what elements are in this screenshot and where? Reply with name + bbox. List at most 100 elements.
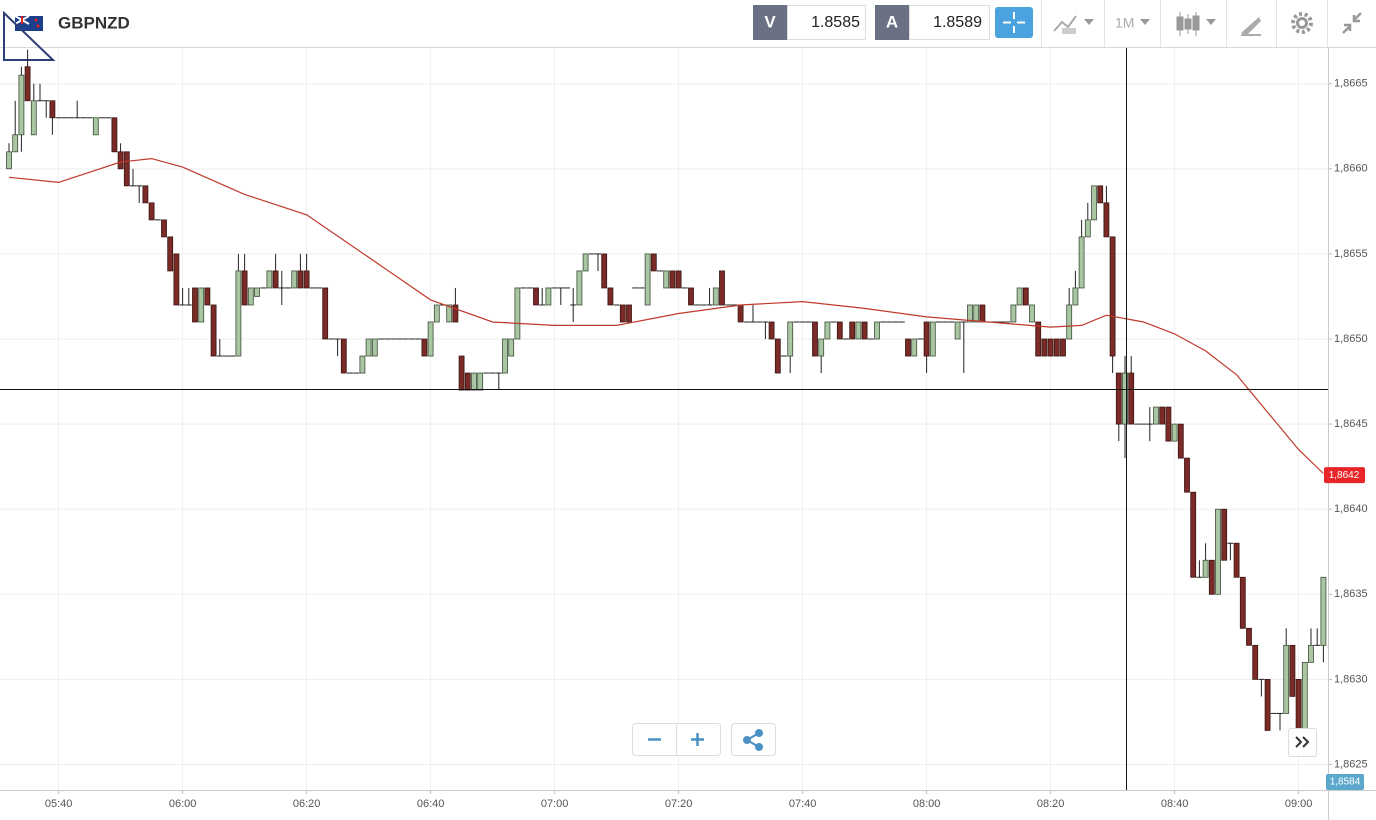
candle-body (675, 270, 682, 289)
candle-body (365, 338, 372, 357)
y-tick-label: 1,8665 (1334, 78, 1368, 90)
y-tick-label: 1,8645 (1334, 418, 1368, 430)
candle-body (204, 287, 211, 306)
ask-button[interactable] (875, 5, 909, 40)
candle-body (433, 304, 440, 323)
drawing-tools-button[interactable] (1241, 17, 1261, 36)
candle-body (619, 304, 626, 323)
candle-body (1252, 644, 1259, 680)
candle-body (582, 253, 589, 272)
candle-body (1283, 644, 1290, 714)
candle-body (297, 270, 304, 289)
candle-body (954, 321, 961, 340)
candle-body (371, 338, 378, 357)
candle-body (768, 321, 775, 340)
x-tick-label: 09:00 (1285, 798, 1313, 810)
ask-box[interactable] (909, 5, 990, 40)
x-tick-label: 07:20 (665, 798, 693, 810)
candle-body (533, 287, 539, 306)
candle-body (1029, 304, 1035, 323)
candle-body (545, 287, 552, 306)
candle-body (49, 100, 56, 119)
candle-body (818, 338, 825, 357)
share-button[interactable] (731, 723, 776, 756)
zoom-in-button[interactable] (691, 733, 704, 746)
candle-body (1184, 457, 1190, 493)
candle-body (1165, 406, 1172, 442)
candle-body (24, 66, 31, 102)
ask-label: A (886, 12, 898, 31)
candle-body (117, 151, 124, 170)
candle-body (1103, 202, 1110, 238)
collapse-button[interactable] (1342, 12, 1362, 34)
candle-body (849, 321, 856, 340)
candle-body (210, 304, 217, 357)
candle-body (601, 253, 608, 289)
candle-body (247, 287, 254, 306)
candle-body (737, 304, 744, 323)
candle-body (6, 151, 12, 170)
candle-body (1035, 321, 1042, 357)
candle-body (663, 270, 670, 289)
chart-type-button[interactable] (1176, 12, 1216, 36)
candle-body (1122, 372, 1128, 425)
candle-body (142, 185, 149, 204)
candle-body (1208, 559, 1215, 595)
settings-button[interactable] (1291, 12, 1313, 34)
candle-body (1246, 627, 1252, 646)
x-tick-label: 06:20 (293, 798, 321, 810)
candle-body (272, 270, 279, 289)
x-tick-label: 08:00 (913, 798, 941, 810)
y-tick-label: 1,8630 (1334, 673, 1368, 685)
zoom-controls (632, 723, 776, 756)
candle-body (1084, 219, 1091, 238)
candle-body (905, 338, 911, 357)
x-tick-label: 06:40 (417, 798, 445, 810)
candle-body (1233, 542, 1240, 578)
candle-body (92, 117, 99, 136)
candle-body (235, 270, 242, 357)
candle-body (1171, 423, 1178, 442)
timeframe-button[interactable]: 1M (1115, 15, 1150, 31)
candle-body (1041, 338, 1048, 357)
candle-body (787, 321, 794, 357)
indicator-button[interactable] (1053, 15, 1094, 34)
candle-body (340, 338, 347, 374)
header-bar (0, 0, 1376, 47)
candle-body (1010, 304, 1017, 323)
scroll-latest-button[interactable] (1288, 728, 1317, 757)
candle-body (1078, 236, 1085, 289)
candle-body (967, 304, 973, 323)
candle-body (861, 321, 868, 340)
candle-body (1066, 304, 1073, 340)
candle-body (836, 321, 843, 340)
x-tick-label: 08:20 (1037, 798, 1065, 810)
candle-body (1289, 644, 1296, 697)
y-tick-label: 1,8635 (1334, 588, 1368, 600)
candle-body (452, 304, 459, 323)
bid-box[interactable] (787, 5, 866, 40)
candle-body (1072, 287, 1079, 306)
last-price-label: 1,8642 (1329, 470, 1360, 481)
candle-body (266, 270, 273, 289)
candle-body (1159, 406, 1166, 425)
candle-body (241, 270, 248, 306)
bid-button[interactable] (753, 5, 787, 40)
candle-body (1091, 185, 1097, 221)
timeframe: 1M (1115, 15, 1134, 31)
candle-body (874, 321, 880, 340)
x-tick-label: 08:40 (1161, 798, 1189, 810)
candle-body (18, 74, 25, 136)
candle-body (929, 321, 936, 357)
candle-body (973, 304, 980, 323)
candle-body (1320, 576, 1327, 646)
candle-body (322, 287, 329, 340)
y-tick-label: 1,8655 (1334, 248, 1368, 260)
candle-body (1264, 678, 1271, 731)
x-tick-label: 05:40 (45, 798, 73, 810)
candle-body (148, 202, 155, 221)
crosshair-button[interactable] (995, 7, 1033, 38)
candle-body (1047, 338, 1054, 357)
candle-body (607, 287, 614, 306)
